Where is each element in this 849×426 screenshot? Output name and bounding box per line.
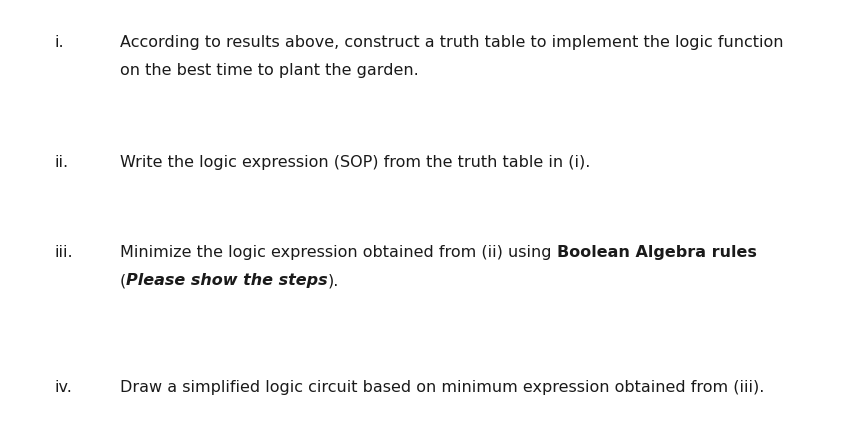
Text: iii.: iii. <box>55 245 74 260</box>
Text: Please show the steps: Please show the steps <box>127 273 328 288</box>
Text: (: ( <box>120 273 127 288</box>
Text: Draw a simplified logic circuit based on minimum expression obtained from (iii).: Draw a simplified logic circuit based on… <box>120 380 764 395</box>
Text: Write the logic expression (SOP) from the truth table in (i).: Write the logic expression (SOP) from th… <box>120 155 590 170</box>
Text: According to results above, construct a truth table to implement the logic funct: According to results above, construct a … <box>120 35 784 50</box>
Text: ii.: ii. <box>55 155 69 170</box>
Text: ).: ). <box>328 273 340 288</box>
Text: Boolean Algebra rules: Boolean Algebra rules <box>557 245 756 260</box>
Text: on the best time to plant the garden.: on the best time to plant the garden. <box>120 63 419 78</box>
Text: iv.: iv. <box>55 380 73 395</box>
Text: i.: i. <box>55 35 65 50</box>
Text: Minimize the logic expression obtained from (ii) using: Minimize the logic expression obtained f… <box>120 245 557 260</box>
